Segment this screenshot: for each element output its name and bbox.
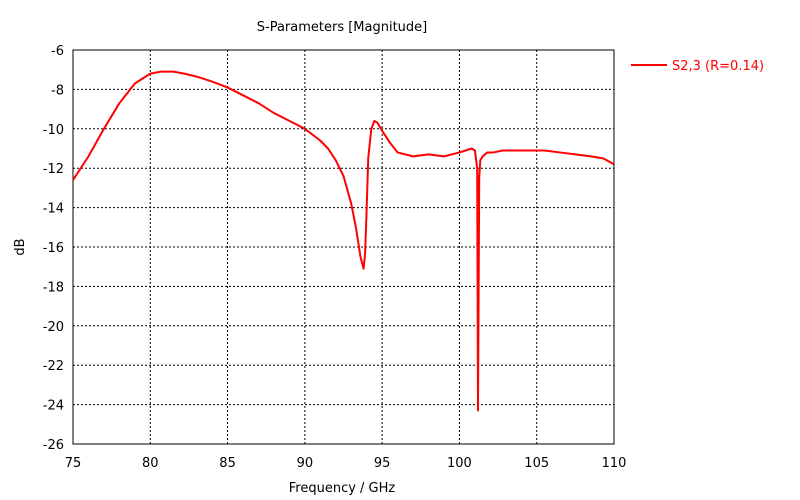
x-tick-label: 100 <box>447 456 472 471</box>
y-tick-label: -8 <box>51 83 64 98</box>
x-tick-label: 110 <box>602 456 627 471</box>
x-axis-title: Frequency / GHz <box>289 481 396 496</box>
y-tick-label: -12 <box>43 162 64 177</box>
y-tick-label: -22 <box>43 359 64 374</box>
axis-ticks: 75 80 85 90 95 100 105 110 -6 -8 -10 -12 -14 -16 -18 -2… <box>43 44 627 471</box>
plot-frame <box>72 49 615 445</box>
y-tick-label: -10 <box>43 123 64 138</box>
series-layer <box>72 70 615 412</box>
y-tick-label: -24 <box>43 399 64 414</box>
grid <box>73 50 614 444</box>
y-tick-label: -6 <box>51 44 64 59</box>
x-tick-label: 85 <box>219 456 236 471</box>
y-tick-label: -14 <box>43 202 64 217</box>
x-tick-label: 95 <box>374 456 391 471</box>
x-tick-label: 80 <box>142 456 159 471</box>
y-tick-label: -16 <box>43 241 64 256</box>
chart-title: S-Parameters [Magnitude] <box>257 20 428 35</box>
y-tick-label: -26 <box>43 438 64 453</box>
series-line-0 <box>72 70 615 412</box>
x-tick-label: 105 <box>524 456 549 471</box>
x-tick-label: 75 <box>65 456 82 471</box>
y-tick-label: -20 <box>43 320 64 335</box>
x-tick-label: 90 <box>297 456 314 471</box>
legend: S2,3 (R=0.14) <box>631 59 764 74</box>
y-tick-label: -18 <box>43 280 64 295</box>
legend-label: S2,3 (R=0.14) <box>672 59 764 74</box>
y-axis-title: dB <box>13 238 28 255</box>
